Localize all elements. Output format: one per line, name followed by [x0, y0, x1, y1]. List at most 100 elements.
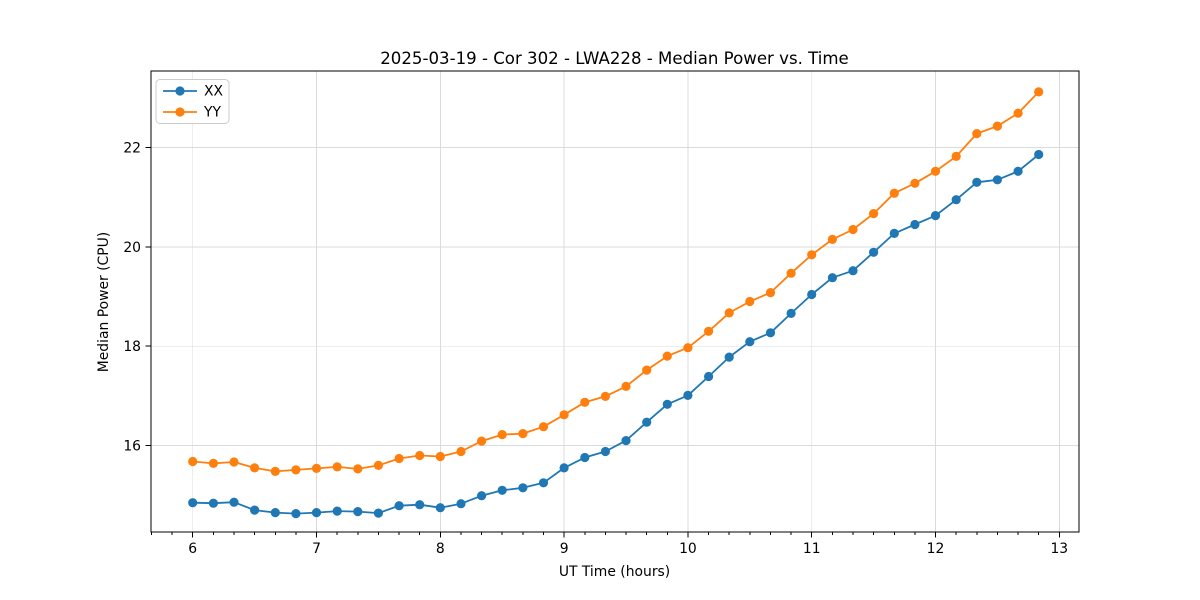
series-yy-marker: [250, 463, 260, 473]
y-tick-label: 18: [123, 339, 141, 355]
x-tick-label: 8: [436, 541, 445, 557]
series-yy-marker: [559, 410, 569, 420]
series-yy-marker: [208, 458, 218, 468]
y-tick-label: 20: [123, 240, 141, 256]
series-xx-marker: [807, 289, 817, 300]
series-xx-marker: [518, 483, 528, 493]
series-yy-marker: [477, 436, 487, 446]
series-xx-marker: [270, 507, 280, 518]
legend-box: XX YY: [155, 79, 230, 124]
series-yy-marker: [580, 397, 590, 407]
series-xx-marker: [1034, 149, 1044, 160]
series-xx-marker: [477, 491, 487, 501]
series-xx-marker: [497, 485, 507, 495]
series-yy-marker: [807, 250, 817, 260]
series-xx-marker: [642, 417, 652, 427]
series-yy-marker: [600, 391, 611, 401]
series-xx-marker: [889, 228, 899, 238]
series-yy-marker: [538, 422, 549, 432]
plot-border: [150, 70, 1080, 533]
series-yy-marker: [270, 466, 280, 476]
series-yy-marker: [497, 430, 507, 440]
series-xx-marker: [1013, 166, 1023, 176]
series-yy-marker: [951, 151, 961, 161]
gridlines: [151, 71, 1079, 532]
series-xx-marker: [208, 498, 218, 508]
series-yy-marker: [415, 450, 425, 461]
series-yy-marker: [765, 288, 776, 298]
series-yy-marker: [786, 268, 796, 278]
series-yy-marker: [745, 296, 755, 307]
legend-item-xx: XX: [163, 84, 224, 100]
series-xx-marker: [786, 308, 796, 318]
x-tick-label: 6: [188, 541, 197, 557]
series-yy-marker: [1013, 108, 1023, 118]
y-axis-label: Median Power (CPU): [96, 231, 112, 373]
legend-marker-icon: [175, 86, 185, 96]
series-xx-marker: [745, 337, 755, 347]
series-xx-marker: [910, 219, 920, 230]
series-xx-marker: [559, 463, 569, 473]
series-xx-marker: [724, 352, 734, 362]
series-yy-marker: [704, 326, 714, 336]
series-yy-marker: [827, 234, 838, 244]
series-yy-marker: [642, 365, 652, 375]
series-yy: [188, 87, 1044, 476]
series-yy-marker: [683, 343, 693, 353]
y-tick-label: 22: [123, 141, 141, 157]
series-yy-marker: [724, 308, 734, 318]
series-xx-marker: [765, 328, 776, 338]
axis-ticks: [145, 147, 1060, 538]
series-yy-marker: [435, 451, 445, 462]
series-xx-marker: [869, 247, 879, 257]
series-yy-marker: [662, 351, 672, 361]
series-yy-marker: [992, 121, 1003, 131]
legend-item-yy: YY: [163, 105, 221, 121]
x-tick-label: 11: [803, 541, 821, 557]
series-yy-marker: [373, 460, 383, 470]
x-axis-label: UT Time (hours): [558, 564, 671, 580]
series-xx-marker: [951, 195, 961, 205]
series-yy-marker: [518, 429, 528, 439]
series-xx-marker: [250, 505, 260, 515]
series-xx-marker: [353, 507, 363, 517]
series-xx-line: [191, 153, 1040, 515]
legend-label: YY: [203, 105, 221, 121]
series-xx-marker: [538, 478, 549, 488]
series-xx-marker: [415, 500, 425, 510]
x-tick-label: 9: [560, 541, 569, 557]
series-yy-marker: [972, 129, 982, 139]
series-yy-marker: [621, 381, 631, 391]
series-yy-marker: [291, 465, 301, 475]
series-xx-marker: [580, 452, 590, 463]
series-yy-marker: [353, 464, 363, 474]
series-xx-marker: [188, 498, 198, 508]
series-yy-marker: [456, 446, 466, 457]
legend-marker-icon: [175, 107, 185, 117]
series-yy-marker: [394, 453, 404, 464]
series-xx-marker: [992, 175, 1003, 185]
series-xx-marker: [827, 273, 838, 283]
series-xx-marker: [848, 266, 858, 276]
series-yy-marker: [229, 457, 239, 467]
series-xx-marker: [683, 390, 693, 400]
x-tick-label: 10: [679, 541, 697, 557]
series-xx: [188, 149, 1044, 519]
series-xx-marker: [394, 501, 404, 511]
series-xx-marker: [229, 497, 239, 507]
series-yy-marker: [889, 188, 899, 198]
series-yy-marker: [910, 178, 920, 188]
series-yy-line: [191, 91, 1040, 473]
series-xx-marker: [930, 211, 941, 221]
series-xx-marker: [456, 499, 466, 509]
series-xx-marker: [972, 177, 982, 187]
series-yy-marker: [869, 209, 879, 219]
series-xx-marker: [332, 506, 342, 516]
series-yy-marker: [930, 166, 941, 176]
legend-label: XX: [204, 84, 224, 100]
series-yy-marker: [332, 462, 342, 472]
series-xx-marker: [600, 446, 611, 457]
series-xx-marker: [291, 508, 301, 519]
